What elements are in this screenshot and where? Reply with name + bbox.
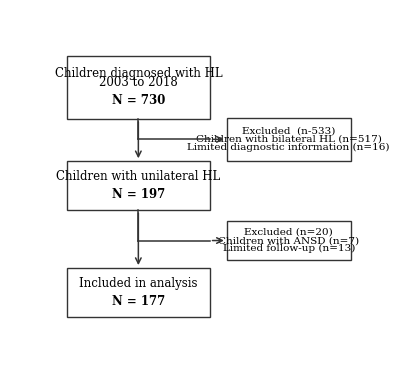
Bar xyxy=(67,56,210,119)
Text: Limited diagnostic information (n=16): Limited diagnostic information (n=16) xyxy=(188,143,390,152)
Text: N = 197: N = 197 xyxy=(112,188,165,201)
Text: Excluded  (n-533): Excluded (n-533) xyxy=(242,127,335,136)
Text: Children with bilateral HL (n=517): Children with bilateral HL (n=517) xyxy=(196,135,382,144)
Text: Children with unilateral HL: Children with unilateral HL xyxy=(56,170,220,183)
Bar xyxy=(227,118,351,161)
Text: Limited follow-up (n=13): Limited follow-up (n=13) xyxy=(222,244,355,253)
Bar xyxy=(227,221,351,260)
Bar xyxy=(67,268,210,317)
Text: Excluded (n=20): Excluded (n=20) xyxy=(244,228,333,237)
Text: Children with ANSD (n=7): Children with ANSD (n=7) xyxy=(218,236,359,245)
Text: N = 730: N = 730 xyxy=(112,95,165,107)
Text: Included in analysis: Included in analysis xyxy=(79,277,198,290)
Text: Children diagnosed with HL: Children diagnosed with HL xyxy=(54,68,222,80)
Bar xyxy=(67,161,210,210)
Text: N = 177: N = 177 xyxy=(112,295,165,308)
Text: 2003 to 2018: 2003 to 2018 xyxy=(99,76,178,89)
